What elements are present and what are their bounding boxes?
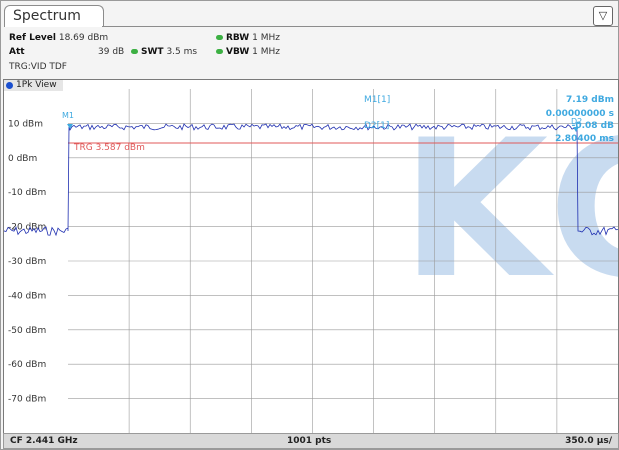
trigger-label: TRG 3.587 dBm bbox=[73, 143, 145, 153]
tab-spectrum[interactable]: Spectrum bbox=[4, 5, 104, 27]
y-axis-label: -40 dBm bbox=[8, 291, 46, 301]
m1-value: 7.19 dBm bbox=[566, 95, 614, 105]
ref-level-value: 18.69 dBm bbox=[58, 33, 109, 43]
swt-box: SWT 3.5 ms bbox=[131, 47, 197, 57]
status-footer: CF 2.441 GHz 1001 pts 350.0 µs/ bbox=[3, 433, 619, 449]
vbw-indicator-icon bbox=[216, 49, 223, 54]
y-axis-label: -60 dBm bbox=[8, 360, 46, 370]
trigger-info: TRG:VID TDF bbox=[9, 62, 67, 72]
time-per-division: 350.0 µs/ bbox=[565, 436, 612, 446]
points-count: 1001 pts bbox=[287, 436, 332, 446]
ref-level: Ref Level 18.69 dBm bbox=[9, 33, 108, 43]
d2-value: -0.08 dB bbox=[572, 121, 615, 131]
tab-divider bbox=[102, 26, 618, 27]
vbw-value: 1 MHz bbox=[252, 47, 280, 57]
y-axis-labels: 10 dBm 0 dBm -10 dBm -20 dBm -30 dBm -40 dBm -… bbox=[8, 119, 46, 404]
d2-time: 2.80400 ms bbox=[555, 134, 614, 144]
tab-label: Spectrum bbox=[13, 8, 81, 24]
plot-area: KG 10 dBm 0 dBm -10 dBm -20 dBm -30 dBm -40 d… bbox=[4, 89, 618, 433]
view-title: 1Pk View bbox=[16, 80, 57, 90]
rbw-value: 1 MHz bbox=[252, 33, 280, 43]
d2-tag: D2 bbox=[571, 117, 582, 126]
y-axis-label: -50 dBm bbox=[8, 326, 46, 336]
m1-tag: M1 bbox=[62, 111, 74, 120]
center-frequency: CF 2.441 GHz bbox=[10, 436, 78, 446]
ref-level-label: Ref Level bbox=[9, 33, 56, 43]
y-axis-label: -20 dBm bbox=[8, 223, 46, 233]
vbw-label: VBW bbox=[226, 47, 250, 57]
m1-marker-icon bbox=[67, 124, 73, 129]
grid bbox=[68, 89, 618, 433]
view-dot-icon bbox=[6, 82, 13, 89]
y-axis-label: 10 dBm bbox=[8, 119, 43, 129]
d2-label: D2[1] bbox=[364, 121, 389, 131]
att-label: Att bbox=[9, 47, 25, 57]
trace-view: 1Pk View KG 10 dBm 0 dBm -10 dBm -20 dBm -30… bbox=[3, 79, 619, 434]
watermark-text: KG bbox=[401, 99, 618, 320]
swt-value: 3.5 ms bbox=[166, 47, 198, 57]
rbw-box: RBW 1 MHz bbox=[216, 33, 280, 43]
m1-label: M1[1] bbox=[364, 95, 390, 105]
y-axis-label: -70 dBm bbox=[8, 395, 46, 405]
d2-marker-icon bbox=[573, 127, 579, 132]
y-axis-label: -10 dBm bbox=[8, 188, 46, 198]
swt-label: SWT bbox=[141, 47, 164, 57]
vbw-box: VBW 1 MHz bbox=[216, 47, 280, 57]
preset-icon[interactable]: ▽ bbox=[593, 6, 613, 26]
m1-time: 0.00000000 s bbox=[546, 109, 614, 119]
y-axis-label: 0 dBm bbox=[8, 154, 37, 164]
swt-indicator-icon bbox=[131, 49, 138, 54]
y-axis-label: -30 dBm bbox=[8, 257, 46, 267]
att-value: 39 dB bbox=[98, 47, 125, 57]
view-tab[interactable]: 1Pk View bbox=[4, 80, 63, 91]
trace-line bbox=[4, 123, 618, 237]
rbw-label: RBW bbox=[226, 33, 250, 43]
rbw-indicator-icon bbox=[216, 35, 223, 40]
att-label-box: Att bbox=[9, 47, 25, 57]
